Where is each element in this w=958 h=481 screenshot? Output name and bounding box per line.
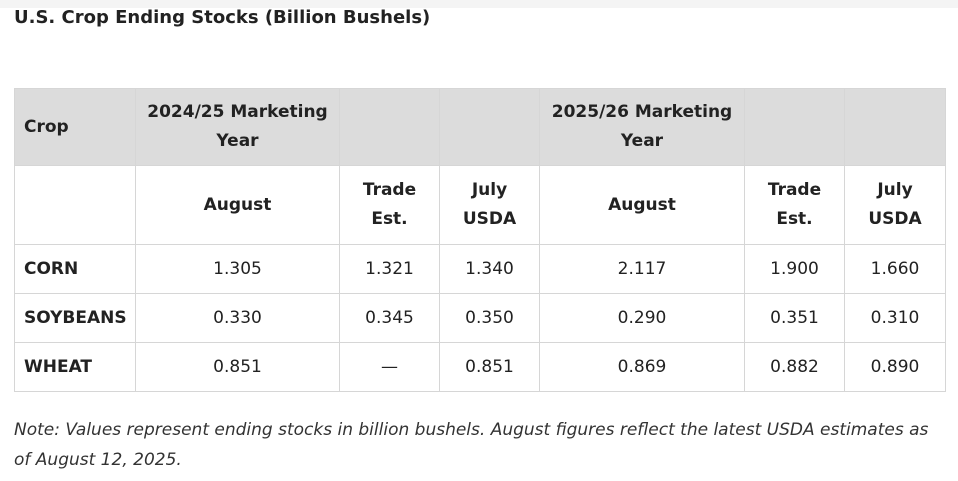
table-cell: 1.340 <box>439 244 540 294</box>
table-cell: 0.290 <box>539 293 745 343</box>
table-row-corn: CORN 1.305 1.321 1.340 2.117 1.900 1.660 <box>14 244 946 294</box>
column-subheader-trade-est: Trade Est. <box>339 165 440 245</box>
page-title: U.S. Crop Ending Stocks (Billion Bushels… <box>14 7 431 28</box>
column-header-2024-25-marketing-year: 2024/25 Marketing Year <box>135 88 340 166</box>
header-row-marketing-year: Crop 2024/25 Marketing Year 2025/26 Mark… <box>14 88 946 166</box>
top-strip <box>0 0 958 8</box>
column-header-blank <box>439 88 540 166</box>
table-cell: 0.351 <box>744 293 845 343</box>
table-cell: 0.851 <box>135 342 340 392</box>
header-row-estimate-type: August Trade Est. July USDA August Trade… <box>14 165 946 245</box>
table-cell: — <box>339 342 440 392</box>
column-subheader-blank <box>14 165 136 245</box>
crop-name-cell: CORN <box>14 244 136 294</box>
crop-name-cell: WHEAT <box>14 342 136 392</box>
table-cell: 1.321 <box>339 244 440 294</box>
table-cell: 1.900 <box>744 244 845 294</box>
table-cell: 0.882 <box>744 342 845 392</box>
column-subheader-august: August <box>539 165 745 245</box>
ending-stocks-table: Crop 2024/25 Marketing Year 2025/26 Mark… <box>14 88 946 392</box>
column-header-crop: Crop <box>14 88 136 166</box>
table-cell: 1.660 <box>844 244 946 294</box>
table-cell: 0.310 <box>844 293 946 343</box>
table-note: Note: Values represent ending stocks in … <box>14 420 929 470</box>
table-cell: 0.890 <box>844 342 946 392</box>
crop-name-cell: SOYBEANS <box>14 293 136 343</box>
table-row-soybeans: SOYBEANS 0.330 0.345 0.350 0.290 0.351 0… <box>14 293 946 343</box>
table-cell: 0.345 <box>339 293 440 343</box>
column-subheader-august: August <box>135 165 340 245</box>
column-header-blank <box>844 88 946 166</box>
column-subheader-july-usda: July USDA <box>439 165 540 245</box>
column-subheader-trade-est: Trade Est. <box>744 165 845 245</box>
table-cell: 0.869 <box>539 342 745 392</box>
table-cell: 1.305 <box>135 244 340 294</box>
table-cell: 0.350 <box>439 293 540 343</box>
column-header-blank <box>744 88 845 166</box>
table-cell: 2.117 <box>539 244 745 294</box>
table-cell: 0.330 <box>135 293 340 343</box>
table-row-wheat: WHEAT 0.851 — 0.851 0.869 0.882 0.890 <box>14 342 946 392</box>
column-header-2025-26-marketing-year: 2025/26 Marketing Year <box>539 88 745 166</box>
column-header-blank <box>339 88 440 166</box>
column-subheader-july-usda: July USDA <box>844 165 946 245</box>
table-cell: 0.851 <box>439 342 540 392</box>
